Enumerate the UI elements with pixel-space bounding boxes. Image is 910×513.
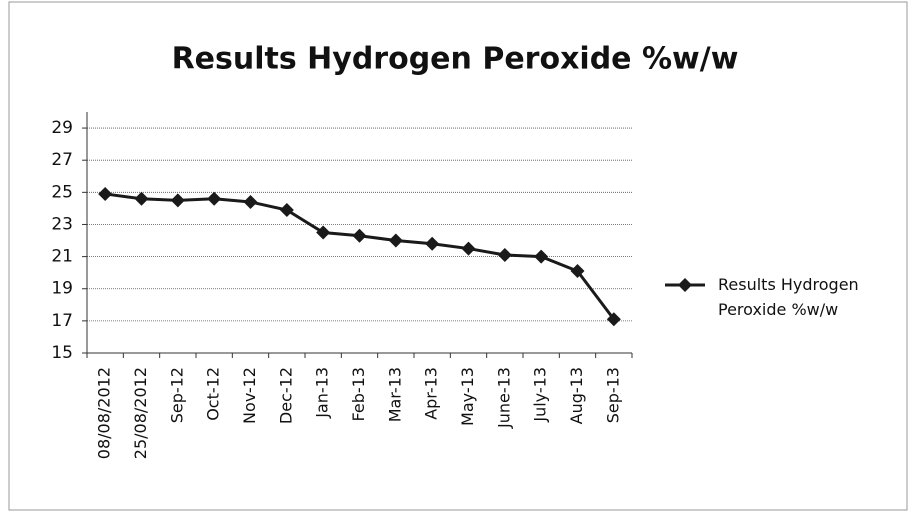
x-tick-label: Oct-12 [204, 367, 223, 421]
marker [606, 312, 621, 327]
x-tick-label: Nov-12 [240, 367, 259, 424]
marker [425, 236, 440, 251]
x-tick-label: 08/08/2012 [95, 367, 114, 459]
marker [243, 194, 258, 209]
y-tick-label: 15 [51, 343, 73, 363]
marker [170, 193, 185, 208]
y-tick-label: 27 [51, 150, 73, 170]
x-tick-label: May-13 [458, 367, 477, 426]
marker [316, 225, 331, 240]
marker [497, 247, 512, 262]
x-tick-label: Apr-13 [422, 367, 441, 420]
marker [98, 186, 113, 201]
marker [134, 191, 149, 206]
marker [534, 249, 549, 264]
x-tick-label: Sep-13 [603, 367, 622, 423]
x-tick-label: Sep-12 [167, 367, 186, 423]
y-tick-label: 25 [51, 182, 73, 202]
marker [388, 233, 403, 248]
x-tick-label: Mar-13 [385, 367, 404, 422]
y-tick-label: 17 [51, 311, 73, 331]
x-tick-label: Feb-13 [349, 367, 368, 421]
marker [352, 228, 367, 243]
legend-marker [678, 278, 692, 292]
y-tick-label: 21 [51, 247, 73, 267]
marker [461, 241, 476, 256]
marker [207, 191, 222, 206]
marker [279, 203, 294, 218]
y-tick-label: 19 [51, 279, 73, 299]
x-tick-label: Jan-13 [313, 367, 332, 419]
x-tick-label: 25/08/2012 [131, 367, 150, 459]
marker [570, 264, 585, 279]
y-tick-label: 29 [51, 118, 73, 138]
y-tick-label: 23 [51, 214, 73, 234]
legend-label: Results Hydrogen Peroxide %w/w [718, 275, 859, 319]
chart-border [8, 1, 908, 511]
chart-title: Results Hydrogen Peroxide %w/w [172, 42, 739, 77]
x-tick-label: June-13 [494, 367, 513, 429]
x-tick-label: Dec-12 [276, 367, 295, 424]
x-tick-label: July-13 [531, 367, 550, 423]
x-tick-label: Aug-13 [567, 367, 586, 424]
